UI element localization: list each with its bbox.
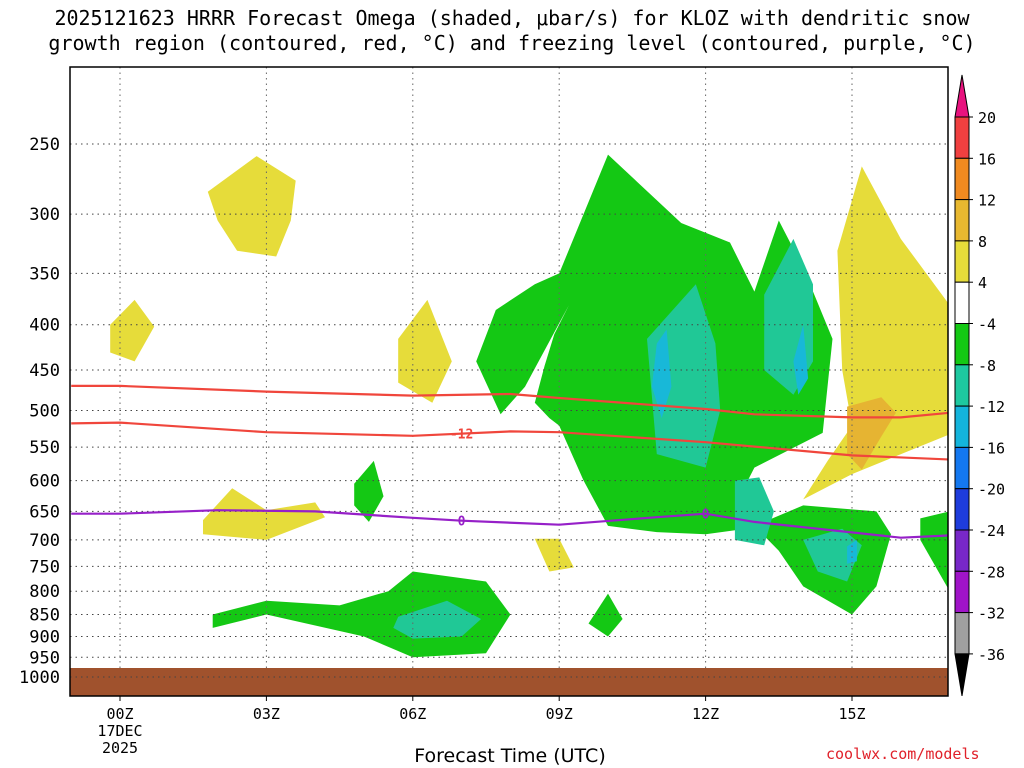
omega-region-2: [398, 299, 452, 403]
y-tick-label-400: 400: [29, 316, 60, 336]
plot-frame: [69, 66, 949, 697]
title-line-1: 2025121623 HRRR Forecast Omega (shaded, …: [54, 6, 970, 30]
colorbar-label-6: -8: [978, 357, 996, 375]
y-tick-label-600: 600: [29, 472, 60, 492]
y-tick-label-650: 650: [29, 502, 60, 522]
x-tick-label-12Z: 12Z: [692, 705, 719, 723]
y-tick-label-700: 700: [29, 531, 60, 551]
omega-region-21: [793, 324, 809, 395]
colorbar-swatch-7: [954, 364, 970, 407]
colorbar-label-10: -24: [978, 522, 1005, 540]
omega-region-17: [734, 477, 774, 546]
colorbar-swatch-3: [954, 199, 970, 242]
contour-label-2: 0: [702, 508, 710, 523]
colorbar-top-arrow: [954, 74, 970, 118]
colorbar-label-11: -28: [978, 563, 1005, 581]
y-tick-label-800: 800: [29, 582, 60, 602]
omega-region-7: [847, 397, 896, 470]
omega-region-19: [393, 600, 482, 639]
y-tick-label-500: 500: [29, 402, 60, 422]
x-tick-label-03Z: 03Z: [253, 705, 280, 723]
colorbar-swatch-12: [954, 570, 970, 614]
y-tick-label-300: 300: [29, 205, 60, 225]
date-label-day: 17DEC: [97, 722, 142, 740]
colorbar-swatch-5: [954, 281, 970, 325]
y-tick-label-850: 850: [29, 606, 60, 626]
colorbar-bottom-arrow: [954, 653, 970, 696]
colorbar-label-1: 16: [978, 150, 996, 168]
y-tick-label-350: 350: [29, 264, 60, 284]
colorbar-label-13: -36: [978, 646, 1005, 664]
omega-region-3: [203, 488, 325, 540]
chart-title: 2025121623 HRRR Forecast Omega (shaded, …: [0, 6, 1024, 56]
y-tick-label-250: 250: [29, 135, 60, 155]
colorbar-swatch-9: [954, 446, 970, 490]
colorbar-label-8: -16: [978, 439, 1005, 457]
x-tick-label-00Z: 00Z: [106, 705, 133, 723]
omega-region-18: [803, 528, 862, 582]
omega-region-8: [354, 460, 384, 522]
isotherm-0: [71, 509, 948, 539]
omega-region-1: [110, 299, 155, 362]
y-tick-label-450: 450: [29, 361, 60, 381]
y-tick-label-550: 550: [29, 438, 60, 458]
colorbar-label-12: -32: [978, 605, 1005, 623]
colorbar-label-0: 20: [978, 109, 996, 127]
y-tick-label-750: 750: [29, 557, 60, 577]
colorbar-swatch-6: [954, 323, 970, 366]
omega-region-12: [920, 511, 948, 589]
title-line-2: growth region (contoured, red, °C) and f…: [48, 31, 976, 55]
isotherm--16: [71, 384, 948, 419]
omega-region-14: [588, 593, 623, 637]
x-tick-label-15Z: 15Z: [838, 705, 865, 723]
omega-region-4: [534, 538, 574, 572]
colorbar-swatch-2: [954, 157, 970, 201]
isotherm--12: [71, 421, 948, 461]
colorbar-swatch-1: [954, 116, 970, 159]
omega-region-20: [651, 329, 672, 419]
date-label-year: 2025: [102, 739, 138, 757]
credit-link[interactable]: coolwx.com/models: [826, 745, 980, 763]
colorbar-swatch-13: [954, 612, 970, 655]
colorbar-swatch-4: [954, 240, 970, 283]
colorbar-label-9: -20: [978, 481, 1005, 499]
contour-label-1: 0: [458, 515, 466, 530]
colorbar-label-5: -4: [978, 316, 996, 334]
x-tick-label-06Z: 06Z: [399, 705, 426, 723]
plot-area: -12 0 0: [70, 67, 948, 696]
x-tick-label-09Z: 09Z: [546, 705, 573, 723]
y-tick-label-950: 950: [29, 648, 60, 668]
x-axis-label: Forecast Time (UTC): [414, 745, 606, 767]
contour-label-0: -12: [450, 428, 473, 443]
colorbar-label-4: 4: [978, 274, 987, 292]
colorbar-swatch-8: [954, 405, 970, 448]
colorbar-label-2: 12: [978, 192, 996, 210]
ground-fill: [70, 668, 948, 696]
y-tick-label-1000: 1000: [19, 668, 60, 688]
colorbar-label-3: 8: [978, 233, 987, 251]
omega-region-0: [207, 156, 296, 257]
y-tick-label-900: 900: [29, 627, 60, 647]
omega-region-15: [647, 284, 721, 468]
colorbar-swatch-10: [954, 488, 970, 531]
colorbar-swatch-11: [954, 529, 970, 572]
colorbar-label-7: -12: [978, 398, 1005, 416]
